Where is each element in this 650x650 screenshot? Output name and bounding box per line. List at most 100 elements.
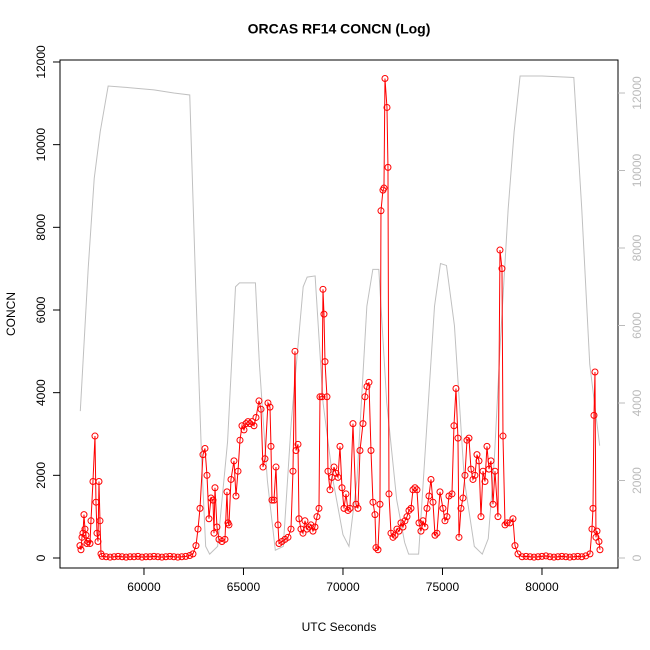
data-point [307,521,315,529]
data-point [363,382,371,390]
data-point [491,467,499,475]
data-point [498,265,506,273]
data-point [174,553,182,561]
data-point [86,540,94,548]
data-point [582,552,590,560]
data-point [359,420,367,428]
data-point [554,553,562,561]
data-point [377,207,385,215]
data-point [467,465,475,473]
data-point [595,537,603,545]
data-point [371,511,379,519]
data-point [562,553,570,561]
data-point [330,463,338,471]
data-point [236,436,244,444]
data-point [409,486,417,494]
data-point [223,488,231,496]
data-point [427,475,435,483]
data-point [84,537,92,545]
data-point [546,553,554,561]
data-point [76,542,84,550]
y2-tick-label: 0 [630,554,644,561]
data-point [542,552,550,560]
data-point [211,484,219,492]
data-point [389,533,397,541]
data-point [494,513,502,521]
data-point [354,504,362,512]
data-point [387,529,395,537]
y-tick-label: 6000 [34,296,48,323]
y2-tick-label: 6000 [630,312,644,339]
data-point [471,471,479,479]
data-point [483,442,491,450]
data-point [203,471,211,479]
data-point [313,513,321,521]
data-point [589,504,597,512]
data-point [221,535,229,543]
data-point [591,368,599,376]
data-point [134,552,142,560]
data-point [454,434,462,442]
data-point [344,506,352,514]
data-point [338,484,346,492]
data-point [459,494,467,502]
data-point [303,525,311,533]
y2-tick-label: 12000 [630,76,644,110]
data-point [433,529,441,537]
data-point [346,504,354,512]
y-tick-label: 0 [34,554,48,561]
data-point [162,553,170,561]
x-tick-label: 70000 [326,580,360,594]
data-point [349,420,357,428]
y-tick-label: 2000 [34,462,48,489]
data-point [266,403,274,411]
data-point [475,457,483,465]
data-point [393,525,401,533]
data-point [465,434,473,442]
data-point [489,500,497,508]
y2-tick-label: 2000 [630,467,644,494]
data-point [485,465,493,473]
data-point [443,513,451,521]
data-point [415,519,423,527]
data-point [367,447,375,455]
data-point [158,553,166,561]
data-point [126,553,134,561]
data-point [401,517,409,525]
data-point [182,552,190,560]
data-point [436,488,444,496]
data-point [385,490,393,498]
data-point [534,553,542,561]
data-point [232,492,240,500]
data-point [452,385,460,393]
data-point [80,511,88,519]
data-point [473,451,481,459]
data-point [142,553,150,561]
data-point [578,553,586,561]
data-point [376,500,384,508]
data-point [352,500,360,508]
data-point [590,411,598,419]
data-point [423,504,431,512]
data-point [413,486,421,494]
data-point [291,347,299,355]
y-axis-label: CONCN [4,292,18,336]
data-point [499,432,507,440]
data-point [92,498,100,506]
data-point [369,498,377,506]
data-point [332,469,340,477]
data-point [268,496,276,504]
data-point [106,553,114,561]
data-point [246,420,254,428]
data-point [425,492,433,500]
data-point [272,463,280,471]
data-point [530,553,538,561]
data-point [323,393,331,401]
data-point [399,523,407,531]
data-point [596,546,604,554]
data-point [178,553,186,561]
data-point [94,537,102,545]
data-point [319,285,327,293]
data-point [252,413,260,421]
data-point [372,544,380,552]
